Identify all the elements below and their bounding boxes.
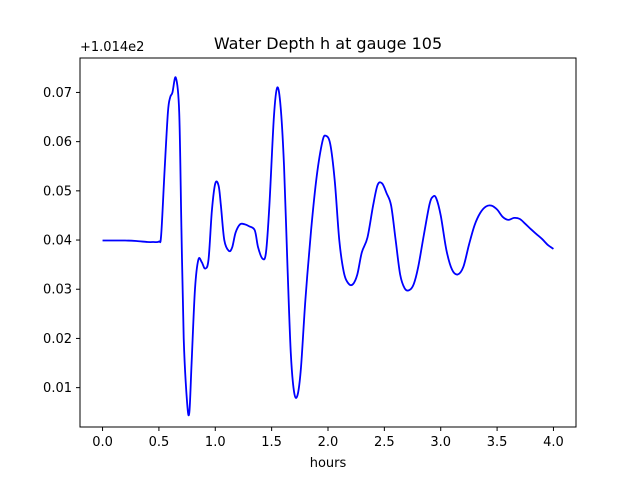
y-tick-label: 0.05 (43, 184, 72, 199)
x-tick-label: 1.0 (205, 435, 226, 450)
y-tick-label: 0.03 (43, 283, 72, 298)
x-tick-label: 1.5 (261, 435, 282, 450)
x-tick-label: 3.0 (430, 435, 451, 450)
x-tick-label: 0.0 (92, 435, 113, 450)
y-axis: 0.01 0.02 0.03 0.04 0.05 0.06 0.07 (43, 86, 80, 396)
y-tick-label: 0.02 (43, 332, 72, 347)
x-tick-label: 0.5 (149, 435, 170, 450)
y-tick-label: 0.01 (43, 381, 72, 396)
x-tick-label: 2.5 (374, 435, 395, 450)
x-axis: 0.0 0.5 1.0 1.5 2.0 2.5 3.0 3.5 4.0 (92, 427, 564, 450)
water-depth-line (102, 76, 554, 417)
x-tick-label: 3.5 (487, 435, 508, 450)
x-axis-label: hours (310, 456, 347, 471)
y-offset-label: +1.014e2 (80, 40, 144, 55)
y-tick-label: 0.06 (43, 135, 72, 150)
chart-title: Water Depth h at gauge 105 (214, 34, 442, 53)
y-tick-label: 0.07 (43, 86, 72, 101)
y-tick-label: 0.04 (43, 234, 72, 249)
x-tick-label: 2.0 (318, 435, 339, 450)
x-tick-label: 4.0 (543, 435, 564, 450)
